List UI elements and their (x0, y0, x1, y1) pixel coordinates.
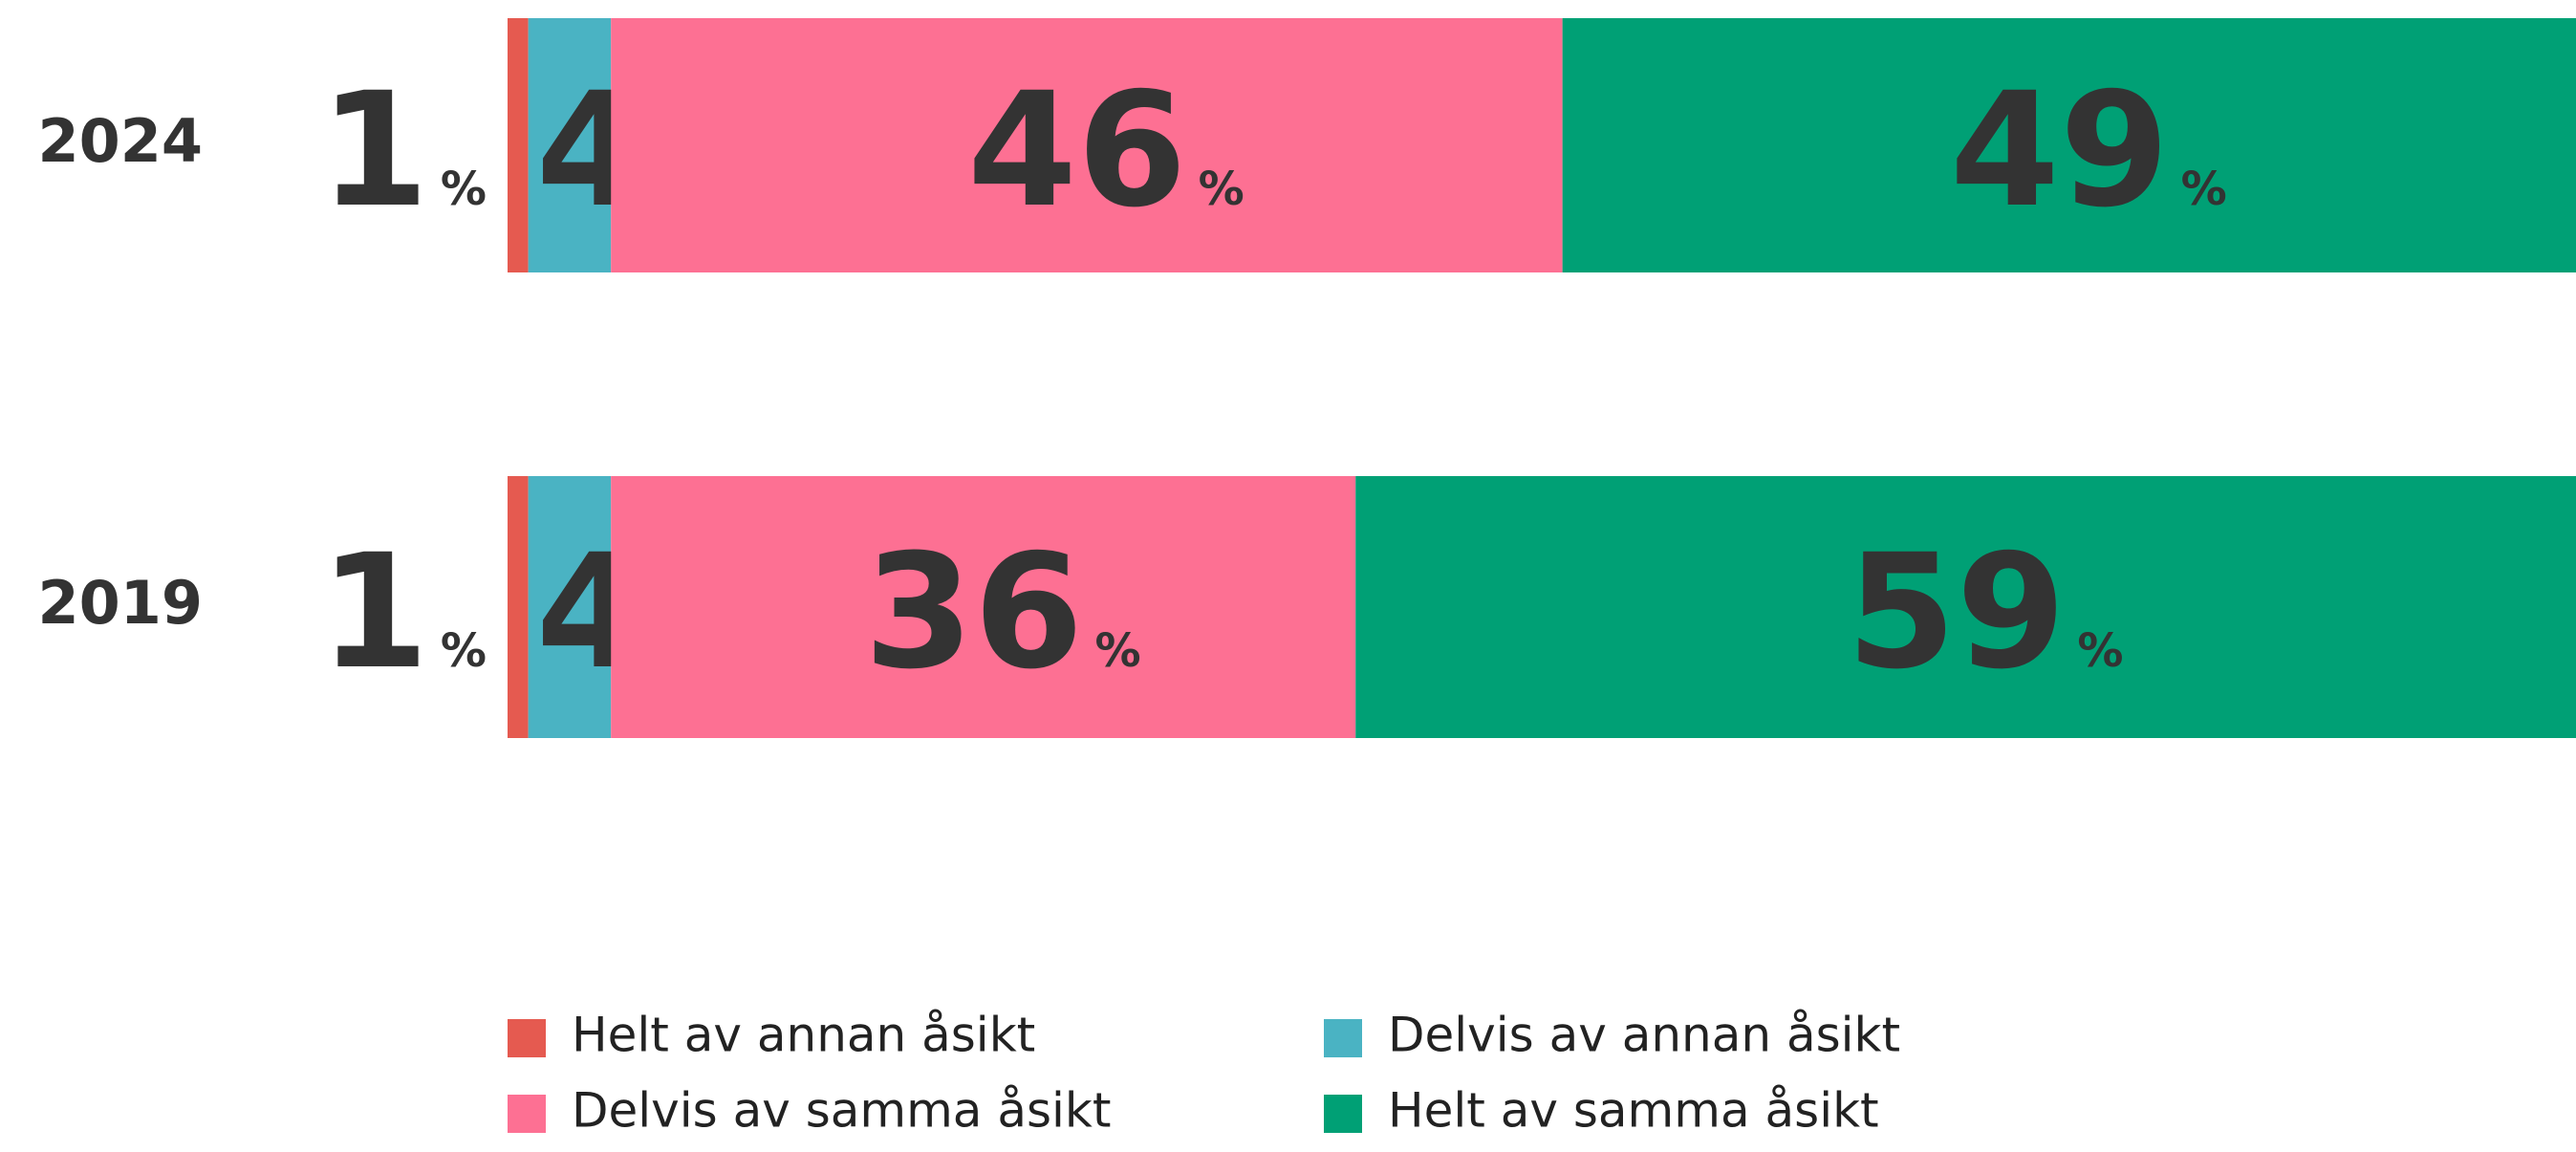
legend-label: Delvis av samma åsikt (572, 1083, 1111, 1139)
legend-swatch (1324, 1019, 1362, 1057)
legend-swatch (1324, 1095, 1362, 1133)
legend-label: Helt av annan åsikt (572, 1008, 1035, 1063)
value-number: 49 (1950, 58, 2170, 242)
bar-segment (508, 476, 529, 738)
value-number: 46 (967, 58, 1187, 242)
bar-segment (1562, 18, 2576, 272)
bar-segment (528, 476, 612, 738)
category-label: 2019 (37, 568, 203, 638)
value-label: 59% (1847, 520, 2124, 704)
value-unit: % (441, 163, 487, 216)
value-unit: % (1094, 624, 1140, 678)
bar-segment (611, 18, 1563, 272)
bar-segment (528, 18, 612, 272)
legend-swatch (508, 1095, 546, 1133)
value-number: 59 (1847, 520, 2067, 704)
value-number: 1 (319, 520, 429, 704)
value-number: 1 (319, 58, 429, 242)
value-label: 1% (319, 58, 487, 242)
bar-segment (1355, 476, 2576, 738)
legend-label: Delvis av annan åsikt (1388, 1008, 1900, 1063)
bar-segment (508, 18, 529, 272)
value-label: 36% (864, 520, 1141, 704)
value-unit: % (1199, 163, 1245, 216)
value-number: 36 (864, 520, 1084, 704)
value-unit: % (2077, 624, 2123, 678)
value-label: 49% (1950, 58, 2227, 242)
bar-segment (611, 476, 1356, 738)
value-unit: % (2181, 163, 2227, 216)
legend-label: Helt av samma åsikt (1388, 1083, 1879, 1139)
category-label: 2024 (37, 106, 203, 176)
value-label: 1% (319, 520, 487, 704)
legend-swatch (508, 1019, 546, 1057)
value-label: 46% (967, 58, 1245, 242)
value-unit: % (441, 624, 487, 678)
